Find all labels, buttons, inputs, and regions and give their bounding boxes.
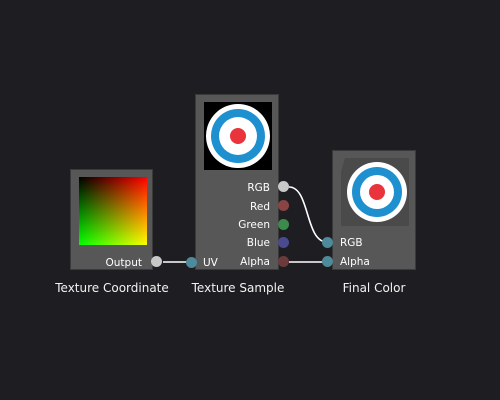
blue-output-port[interactable]: [278, 237, 289, 248]
red-output-label: Red: [250, 201, 270, 213]
final-target-icon: [341, 158, 409, 226]
uv-gradient-preview: [79, 177, 147, 245]
rgb-input-port[interactable]: [322, 237, 333, 248]
alpha-output-port[interactable]: [278, 256, 289, 267]
alpha-input-label: Alpha: [340, 256, 370, 268]
rgb-output-label: RGB: [247, 182, 270, 194]
final-color-caption: Final Color: [342, 281, 406, 295]
target-texture-icon: [206, 104, 270, 168]
green-output-label: Green: [238, 219, 270, 231]
uv-input-label: UV: [203, 257, 218, 269]
output-port-label: Output: [105, 257, 142, 269]
alpha-output-label: Alpha: [240, 256, 270, 268]
blue-output-label: Blue: [246, 237, 270, 249]
texture-sample-node[interactable]: RGB Red Green Blue Alpha UV: [195, 94, 279, 270]
alpha-input-port[interactable]: [322, 256, 333, 267]
rgb-input-label: RGB: [340, 237, 363, 249]
texture-coordinate-node[interactable]: Output: [70, 169, 153, 270]
final-color-preview: [341, 158, 409, 226]
green-output-port[interactable]: [278, 219, 289, 230]
texture-sample-caption: Texture Sample: [191, 281, 285, 295]
output-port[interactable]: [151, 256, 162, 267]
wire-rgb-to-rgb: [288, 186, 328, 243]
final-color-node[interactable]: RGB Alpha: [332, 150, 416, 270]
texture-coordinate-caption: Texture Coordinate: [55, 281, 169, 295]
red-output-port[interactable]: [278, 200, 289, 211]
uv-input-port[interactable]: [186, 257, 197, 268]
rgb-output-port[interactable]: [278, 181, 289, 192]
texture-preview: [204, 102, 272, 170]
